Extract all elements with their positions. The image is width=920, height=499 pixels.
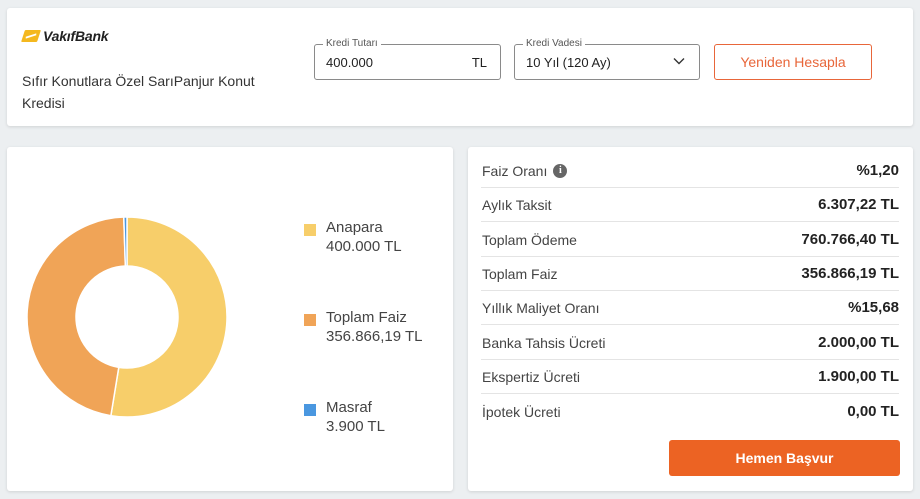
detail-label: İpotek Ücreti [482, 404, 561, 420]
detail-label: Ekspertiz Ücreti [482, 369, 581, 385]
legend-value: 3.900 TL [326, 418, 385, 435]
detail-row-total-interest: Toplam Faiz 356.866,19 TL [481, 257, 899, 291]
detail-label: Faiz Oranı [482, 163, 548, 179]
loan-form-card: VakıfBank Sıfır Konutlara Özel SarıPanju… [7, 8, 913, 126]
legend-label: Anapara [326, 219, 383, 236]
payment-donut-chart [27, 217, 227, 417]
detail-value: 0,00 TL [847, 403, 899, 420]
info-icon[interactable]: i [553, 164, 568, 178]
product-title: Sıfır Konutlara Özel SarıPanjur Konut Kr… [22, 73, 255, 111]
detail-value: 6.307,22 TL [818, 196, 899, 213]
detail-value: %1,20 [856, 162, 899, 179]
detail-value: 2.000,00 TL [818, 334, 899, 351]
detail-row-appraisal-fee: Ekspertiz Ücreti 1.900,00 TL [481, 360, 899, 394]
loan-amount-label: Kredi Tutarı [323, 37, 381, 51]
loan-term-select[interactable]: Kredi Vadesi 10 Yıl (120 Ay) [514, 37, 700, 80]
legend-swatch [304, 224, 316, 236]
legend-value: 356.866,19 TL [326, 328, 423, 345]
detail-row-mortgage-fee: İpotek Ücreti 0,00 TL [481, 395, 899, 429]
loan-term-value[interactable]: 10 Yıl (120 Ay) [526, 55, 611, 70]
legend-swatch [304, 314, 316, 326]
legend-swatch [304, 404, 316, 416]
logo-mark-icon [21, 30, 41, 42]
detail-value: 356.866,19 TL [801, 265, 899, 282]
detail-row-monthly-installment: Aylık Taksit 6.307,22 TL [481, 188, 899, 222]
recalculate-button[interactable]: Yeniden Hesapla [714, 44, 872, 80]
loan-details-card: Faiz Oranı i %1,20 Aylık Taksit 6.307,22… [468, 147, 913, 491]
legend-label: Toplam Faiz [326, 309, 407, 326]
legend-value: 400.000 TL [326, 238, 402, 255]
detail-label: Aylık Taksit [482, 197, 552, 213]
apply-now-button[interactable]: Hemen Başvur [669, 440, 900, 476]
vakifbank-logo: VakıfBank [21, 28, 109, 44]
detail-label-wrap: Faiz Oranı i [482, 163, 568, 179]
donut-slice-masraf [123, 217, 128, 267]
loan-amount-field[interactable]: Kredi Tutarı 400.000 TL [314, 37, 501, 80]
detail-row-annual-cost-rate: Yıllık Maliyet Oranı %15,68 [481, 291, 899, 325]
detail-row-total-payment: Toplam Ödeme 760.766,40 TL [481, 223, 899, 257]
detail-value: %15,68 [848, 299, 899, 316]
legend-label: Masraf [326, 399, 372, 416]
detail-label: Banka Tahsis Ücreti [482, 335, 606, 351]
detail-row-allocation-fee: Banka Tahsis Ücreti 2.000,00 TL [481, 326, 899, 360]
loan-term-label: Kredi Vadesi [523, 37, 585, 51]
loan-amount-input[interactable]: 400.000 [326, 55, 373, 70]
detail-label: Toplam Ödeme [482, 232, 577, 248]
brand-name: VakıfBank [43, 28, 109, 44]
detail-value: 1.900,00 TL [818, 368, 899, 385]
detail-row-interest-rate: Faiz Oranı i %1,20 [481, 154, 899, 188]
payment-breakdown-card: Anapara 400.000 TL Toplam Faiz 356.866,1… [7, 147, 453, 491]
detail-label: Yıllık Maliyet Oranı [482, 300, 600, 316]
detail-value: 760.766,40 TL [801, 231, 899, 248]
donut-slice-anapara [110, 217, 227, 417]
chevron-down-icon[interactable] [673, 55, 685, 67]
donut-slice-toplam-faiz [27, 217, 127, 417]
loan-amount-unit: TL [471, 55, 487, 70]
detail-label: Toplam Faiz [482, 266, 558, 282]
